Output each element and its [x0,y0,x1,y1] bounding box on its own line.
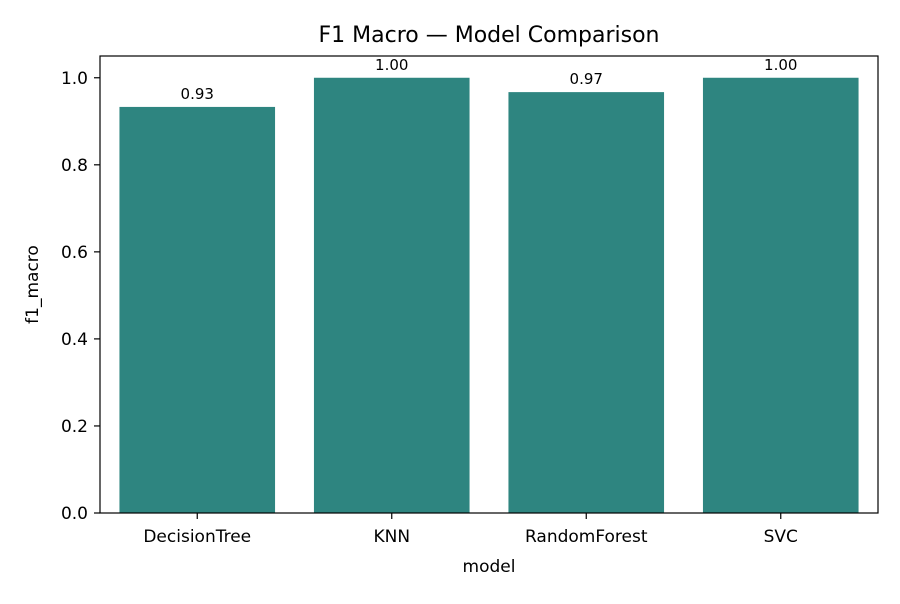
value-label-knn: 1.00 [375,56,408,74]
plot-area-frame [99,55,879,514]
x-axis: DecisionTree KNN RandomForest SVC [143,513,798,547]
value-label-randomforest: 0.97 [570,70,603,88]
y-axis: 0.0 0.2 0.4 0.6 0.8 1.0 [61,69,100,524]
y-tick-label: 0.2 [61,417,88,437]
y-tick-label: 0.0 [61,504,88,524]
x-axis-label: model [463,557,516,577]
bar-knn [313,77,470,513]
bar-randomforest [508,92,665,514]
x-tick-label-knn: KNN [373,527,410,547]
x-tick-label-decisiontree: DecisionTree [143,527,251,547]
x-tick-label-svc: SVC [764,527,798,547]
y-tick-label: 0.6 [61,243,88,263]
x-tick-label-randomforest: RandomForest [525,527,648,547]
value-labels-layer: 0.93 1.00 0.97 1.00 [181,56,798,103]
y-axis-label: f1_macro [23,245,43,324]
bar-svc [702,77,859,513]
chart-title: F1 Macro — Model Comparison [319,23,660,48]
y-tick-label: 0.4 [61,330,88,350]
y-tick-label: 1.0 [61,69,88,89]
value-label-decisiontree: 0.93 [181,85,214,103]
value-label-svc: 1.00 [764,56,797,74]
y-tick-label: 0.8 [61,156,88,176]
bars-layer [119,77,859,514]
bar-decisiontree [119,106,276,514]
